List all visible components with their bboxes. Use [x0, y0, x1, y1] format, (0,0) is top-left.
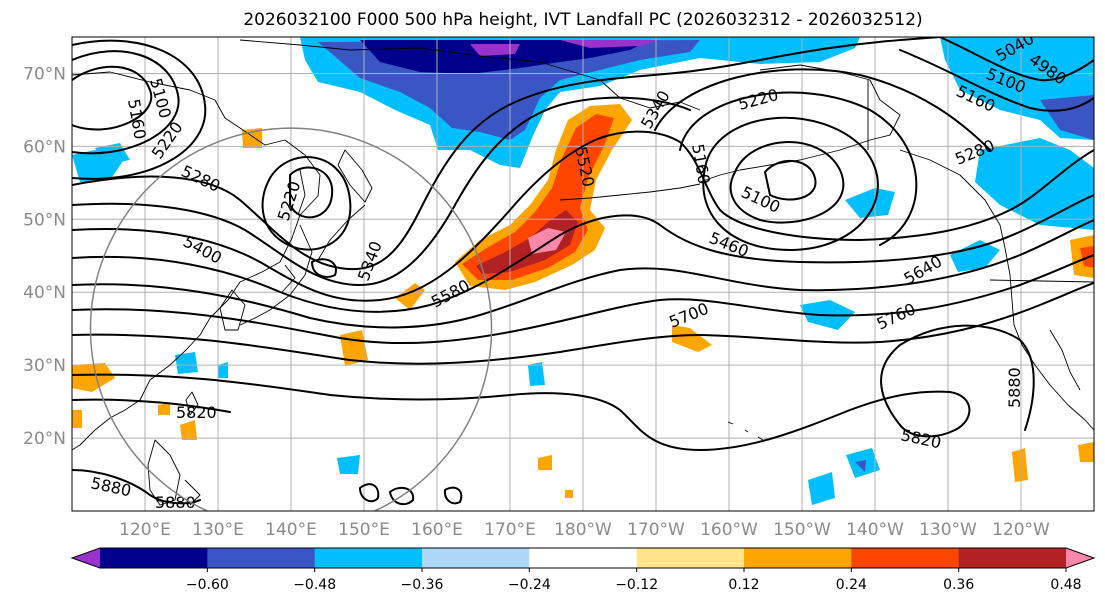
ivt-shading: [72, 37, 1094, 505]
longitude-labels: 120°E 130°E 140°E 150°E 160°E 170°E 180°W 170°W…: [119, 520, 1050, 540]
contour-label: 5880: [155, 493, 196, 512]
colorbar: −0.60 −0.48 −0.36 −0.24 −0.12 0.12 0.24 0.36 0.4…: [70, 547, 1096, 593]
latitude-tick-label: 20°N: [23, 429, 66, 449]
colorbar-tick-label: 0.12: [728, 577, 759, 593]
colorbar-tick-label: −0.36: [401, 577, 444, 593]
colorbar-segment: [422, 548, 530, 568]
latitude-tick-label: 40°N: [23, 283, 66, 303]
longitude-tick-label: 140°E: [265, 520, 317, 540]
colorbar-tick-label: 0.36: [943, 577, 974, 593]
figure-title: 2026032100 F000 500 hPa height, IVT Land…: [243, 10, 922, 30]
contour-label: 5880: [1005, 367, 1024, 408]
colorbar-segment: [958, 548, 1067, 568]
colorbar-tick-label: −0.12: [615, 577, 658, 593]
latitude-tick-label: 30°N: [23, 356, 66, 376]
map-panel: 5100 5160 5220 5280 5400 5220 5340 5520 …: [72, 37, 1094, 512]
colorbar-extend-max: [1066, 548, 1094, 568]
longitude-tick-label: 150°E: [338, 520, 390, 540]
longitude-tick-label: 120°W: [992, 520, 1050, 540]
longitude-tick-label: 130°E: [192, 520, 244, 540]
colorbar-segment: [207, 548, 316, 568]
latitude-tick-label: 50°N: [23, 210, 66, 230]
colorbar-tick-label: −0.24: [508, 577, 551, 593]
latitude-tick-label: 60°N: [23, 137, 66, 157]
colorbar-segment: [100, 548, 208, 568]
latitude-tick-label: 70°N: [23, 64, 66, 84]
region-circle: [89, 127, 493, 511]
longitude-tick-label: 170°W: [627, 520, 685, 540]
latitude-labels: 20°N 30°N 40°N 50°N 60°N 70°N: [23, 64, 66, 449]
longitude-tick-label: 140°W: [846, 520, 904, 540]
colorbar-outline: [70, 547, 1096, 569]
longitude-tick-label: 160°E: [411, 520, 463, 540]
colorbar-segment: [744, 548, 852, 568]
longitude-tick-label: 160°W: [700, 520, 758, 540]
longitude-tick-label: 130°W: [919, 520, 977, 540]
colorbar-tick-label: 0.48: [1050, 577, 1081, 593]
contour-label: 5820: [176, 403, 217, 422]
colorbar-segment: [851, 548, 960, 568]
colorbar-extend-min: [72, 548, 100, 568]
height-contours: [72, 37, 1094, 506]
colorbar-tick-label: −0.60: [186, 577, 229, 593]
longitude-tick-label: 150°W: [773, 520, 831, 540]
colorbar-segment: [529, 548, 638, 568]
colorbar-tick-label: 0.24: [836, 577, 867, 593]
colorbar-tick-label: −0.48: [293, 577, 336, 593]
longitude-tick-label: 180°W: [554, 520, 612, 540]
map-frame: [71, 36, 1095, 512]
colorbar-segment: [636, 548, 745, 568]
longitude-tick-label: 170°E: [484, 520, 536, 540]
longitude-tick-label: 120°E: [119, 520, 171, 540]
colorbar-segment: [314, 548, 423, 568]
